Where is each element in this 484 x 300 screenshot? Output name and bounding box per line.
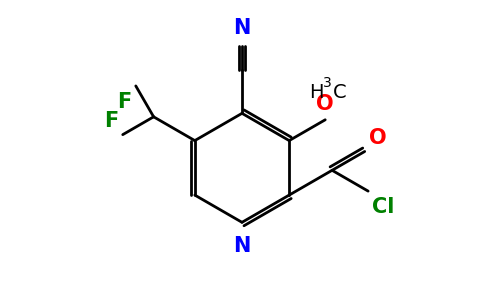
Text: O: O [369,128,386,148]
Text: H: H [309,82,323,101]
Text: N: N [233,18,251,38]
Text: O: O [317,94,334,114]
Text: N: N [233,236,251,256]
Text: F: F [105,111,119,131]
Text: F: F [118,92,132,112]
Text: Cl: Cl [372,197,394,217]
Text: 3: 3 [323,76,332,90]
Text: C: C [333,82,347,101]
